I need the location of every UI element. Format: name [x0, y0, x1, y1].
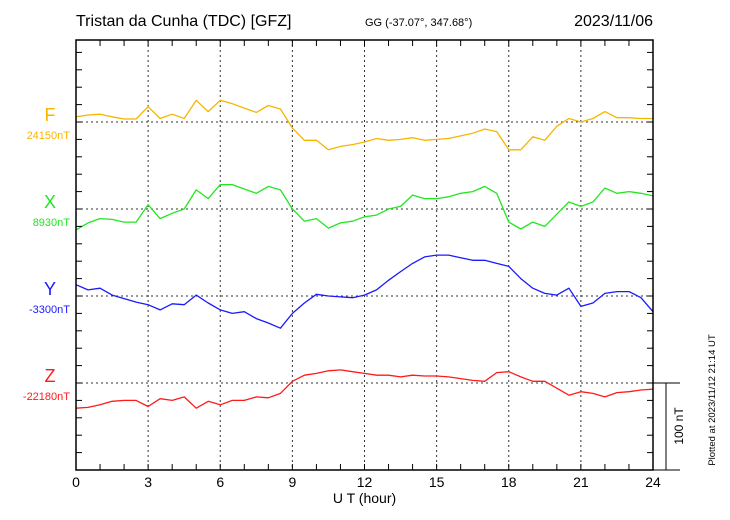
scale-bar-label: 100 nT	[672, 407, 686, 445]
x-tick-label: 6	[216, 474, 224, 490]
grid	[76, 40, 653, 470]
component-name-y: Y	[44, 279, 56, 299]
baseline-value-f: 24150nT	[27, 130, 71, 142]
plotted-timestamp: Plotted at 2023/11/12 21:14 UT	[707, 334, 718, 466]
station-title: Tristan da Cunha (TDC) [GFZ]	[76, 13, 291, 30]
x-axis-label: U T (hour)	[333, 490, 396, 506]
x-tick-label: 18	[501, 474, 517, 490]
axis-ticks: 0 3 6 9 12 15 18 21 24	[72, 40, 661, 490]
x-tick-label: 21	[573, 474, 589, 490]
baseline-value-z: -22180nT	[23, 391, 70, 403]
series-line-x	[75, 183, 654, 231]
baseline-value-y: -3300nT	[29, 304, 70, 316]
series-line-y	[75, 254, 654, 329]
x-tick-label: 24	[645, 474, 661, 490]
series-line-z	[75, 369, 654, 409]
component-name-f: F	[45, 105, 56, 125]
series-line-f	[75, 99, 653, 151]
x-tick-label: 15	[429, 474, 445, 490]
station-coords: GG (-37.07°, 347.68°)	[365, 17, 472, 29]
component-name-z: Z	[45, 366, 56, 386]
x-tick-label: 0	[72, 474, 80, 490]
scale-bar: 100 nT	[653, 382, 686, 471]
x-tick-label: 3	[144, 474, 152, 490]
x-tick-label: 9	[288, 474, 296, 490]
date-label: 2023/11/06	[574, 13, 653, 30]
component-labels: F 24150nT X 8930nT Y -3300nT Z -22180nT	[23, 105, 70, 403]
baseline-value-x: 8930nT	[33, 217, 71, 229]
component-name-x: X	[44, 192, 56, 212]
x-tick-label: 12	[357, 474, 373, 490]
series-group	[75, 99, 654, 409]
